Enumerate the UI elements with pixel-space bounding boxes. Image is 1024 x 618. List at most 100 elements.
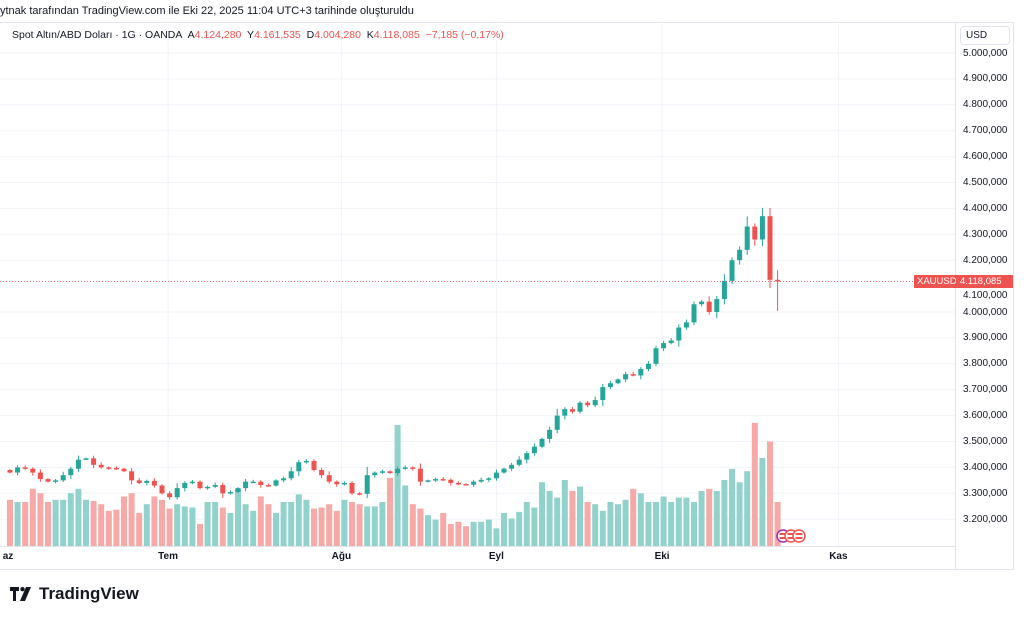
flag-stripe [779, 533, 787, 535]
candle-body [53, 480, 59, 482]
flag-stripe [779, 537, 787, 539]
close-value: 4.118,085 [373, 29, 420, 41]
tradingview-logo[interactable]: TradingView [10, 584, 139, 604]
symbol-title[interactable]: Spot Altın/ABD Doları · 1G · OANDA [12, 29, 183, 41]
candle-body [106, 467, 112, 469]
volume-bar [751, 422, 758, 546]
volume-bar [212, 502, 219, 546]
candle-body [661, 343, 667, 349]
candle-body [265, 485, 271, 487]
candle-body [98, 464, 104, 468]
candle-body [562, 409, 568, 416]
price-tick: 3.900,000 [963, 332, 1008, 344]
candle-body [288, 471, 294, 479]
candle-body [767, 216, 773, 280]
candle-body [45, 479, 51, 482]
volume-bar [273, 513, 279, 546]
price-tick: 3.400,000 [963, 461, 1008, 473]
volume-bar [349, 502, 355, 546]
volume-bar [713, 491, 720, 546]
candle-body [607, 383, 613, 388]
price-tick: 4.300,000 [963, 228, 1008, 240]
candle-body [714, 299, 720, 312]
candle-body [243, 481, 249, 489]
volume-bar [83, 499, 89, 546]
candle-body [478, 479, 484, 482]
candle-body [691, 304, 697, 323]
candle-body [448, 479, 454, 483]
close-label: K [366, 29, 374, 41]
candle-body [417, 468, 423, 482]
volume-bar [660, 496, 667, 546]
price-tick: 3.600,000 [963, 410, 1008, 422]
volume-bar [523, 502, 530, 546]
volume-bar [592, 504, 599, 546]
chart-caption: ytnak tarafından TradingView.com ile Eki… [0, 5, 414, 17]
month-label: Ağu [331, 551, 352, 562]
candle-body [197, 481, 203, 489]
volume-bar [113, 509, 120, 546]
volume-bar [683, 497, 690, 546]
candle-body [410, 467, 416, 469]
candle-body [68, 468, 74, 476]
candle-body [509, 464, 515, 469]
volume-bar [440, 513, 447, 546]
candle-body [706, 301, 712, 312]
candle-body [516, 459, 522, 465]
candle-body [189, 481, 195, 484]
volume-bar [60, 499, 67, 546]
price-axis-divider [955, 22, 956, 570]
volume-bar [622, 499, 629, 546]
volume-bar [691, 502, 697, 546]
candle-body [600, 387, 606, 401]
volume-bar [371, 506, 378, 546]
currency-button[interactable]: USD [960, 26, 1010, 45]
candle-body [585, 402, 591, 406]
candle-body [471, 481, 477, 485]
low-value: 4.004,280 [314, 29, 361, 41]
volume-bar [333, 510, 340, 546]
volume-bar [577, 486, 583, 546]
candle-body [425, 480, 431, 482]
volume-bar [379, 502, 386, 546]
candle-body [341, 482, 347, 485]
volume-bar [447, 524, 454, 546]
price-tick: 4.100,000 [963, 290, 1008, 301]
candle-body [759, 216, 765, 240]
volume-bar [531, 507, 538, 546]
volume-bar [250, 510, 257, 546]
candle-body [319, 469, 325, 476]
month-label: az [2, 551, 14, 562]
volume-bar [98, 504, 105, 546]
candle-body [151, 480, 157, 486]
candle-body [592, 400, 598, 406]
candle-body [129, 471, 135, 481]
candle-body [699, 301, 705, 305]
price-tick: 3.300,000 [963, 487, 1008, 499]
candle-body [349, 482, 355, 494]
candle-body [227, 492, 233, 494]
volume-bar [501, 513, 507, 546]
candle-body [83, 458, 89, 460]
price-tick: 3.500,000 [963, 436, 1008, 447]
candle-body [60, 475, 66, 481]
volume-bar [67, 493, 74, 546]
volume-bar [409, 504, 416, 546]
candle-body [623, 374, 629, 380]
volume-bar [75, 488, 82, 546]
candle-body [235, 488, 241, 493]
logo-text: TradingView [39, 584, 139, 603]
high-value: 4.161,535 [254, 29, 301, 41]
candle-body [402, 467, 408, 469]
volume-bar [235, 488, 241, 546]
price-tick: 4.500,000 [963, 177, 1008, 188]
price-tick: 5.000,000 [963, 47, 1008, 59]
volume-bar [417, 508, 424, 546]
candle-body [205, 486, 211, 489]
volume-bar [455, 521, 462, 546]
candle-body [721, 280, 727, 300]
volume-bar [584, 502, 591, 546]
candle-body [645, 363, 651, 369]
candle-body [577, 402, 583, 412]
